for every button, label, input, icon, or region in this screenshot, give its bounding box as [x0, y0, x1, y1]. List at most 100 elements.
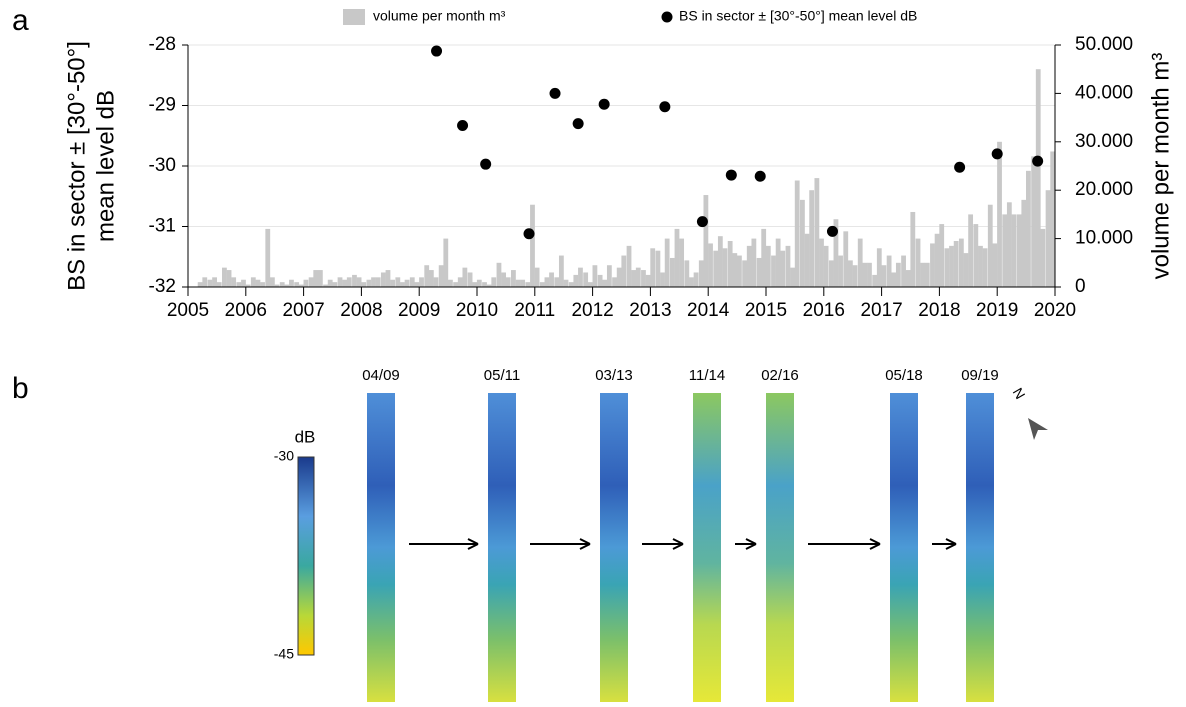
bar — [545, 277, 550, 287]
bar — [723, 248, 728, 287]
image-date: 04/09 — [362, 367, 400, 384]
bar — [1040, 229, 1045, 287]
bar — [593, 265, 598, 287]
bar — [612, 277, 617, 287]
bar — [992, 243, 997, 287]
bar — [222, 268, 227, 287]
y2-tick-label: 10.000 — [1075, 228, 1133, 249]
bar — [703, 195, 708, 287]
bar — [949, 246, 954, 287]
y-tick-label: -31 — [149, 216, 176, 237]
bar — [824, 246, 829, 287]
bar — [627, 246, 632, 287]
bar — [525, 282, 530, 287]
bar — [328, 280, 333, 287]
bar — [227, 270, 232, 287]
bar — [805, 234, 810, 287]
bar — [757, 258, 762, 287]
bar — [641, 270, 646, 287]
bar — [202, 277, 207, 287]
bar — [477, 280, 482, 287]
bar — [761, 229, 766, 287]
bar — [390, 280, 395, 287]
point — [550, 88, 561, 99]
bar — [1002, 214, 1007, 287]
bar — [790, 268, 795, 287]
y2-tick-label: 50.000 — [1075, 34, 1133, 55]
bar — [906, 270, 911, 287]
point — [599, 99, 610, 110]
bar — [347, 277, 352, 287]
bar — [602, 280, 607, 287]
x-tick-label: 2013 — [629, 300, 671, 321]
bar — [578, 268, 583, 287]
bar — [386, 270, 391, 287]
figure: a b -32-31-30-29-28010.00020.00030.00040… — [0, 0, 1186, 702]
y-axis-title: mean level dB — [92, 90, 119, 242]
bar — [848, 260, 853, 287]
point — [659, 101, 670, 112]
bar — [554, 277, 559, 287]
bar — [419, 277, 424, 287]
bar — [877, 248, 882, 287]
point — [1032, 156, 1043, 167]
bar — [819, 239, 824, 287]
bar — [270, 277, 275, 287]
legend-label: volume per month m³ — [373, 8, 506, 24]
bar — [318, 270, 323, 287]
y2-tick-label: 20.000 — [1075, 179, 1133, 200]
bar — [670, 258, 675, 287]
bar — [304, 280, 309, 287]
bar — [468, 272, 473, 287]
x-tick-label: 2008 — [340, 300, 382, 321]
bar — [367, 280, 372, 287]
point — [755, 171, 766, 182]
bar — [978, 246, 983, 287]
bar — [462, 268, 467, 287]
bar — [780, 251, 785, 287]
point — [524, 228, 535, 239]
y2-tick-label: 30.000 — [1075, 131, 1133, 152]
bar — [448, 280, 453, 287]
bar — [786, 246, 791, 287]
bar — [916, 239, 921, 287]
image-date: 11/14 — [689, 367, 725, 384]
bar — [983, 248, 988, 287]
bar — [520, 280, 525, 287]
bar — [371, 277, 376, 287]
image-date: 05/11 — [484, 367, 520, 384]
bar — [776, 239, 781, 287]
bar — [497, 263, 502, 287]
bar — [699, 260, 704, 287]
bar — [771, 256, 776, 287]
point — [992, 148, 1003, 159]
x-tick-label: 2011 — [514, 300, 555, 321]
bar — [260, 282, 265, 287]
bar — [256, 280, 261, 287]
bar — [294, 282, 299, 287]
bar — [829, 260, 834, 287]
x-tick-label: 2017 — [860, 300, 902, 321]
bar — [636, 268, 641, 287]
bar — [530, 205, 535, 287]
bar — [800, 200, 805, 287]
bar — [309, 277, 314, 287]
bar — [843, 231, 848, 287]
bar — [472, 282, 477, 287]
bar — [862, 263, 867, 287]
bar — [935, 234, 940, 287]
bar — [583, 272, 588, 287]
backscatter-image — [600, 393, 628, 702]
bar — [1021, 200, 1026, 287]
colorbar-label: -30 — [274, 448, 294, 464]
bar — [241, 280, 246, 287]
bar — [1036, 69, 1041, 287]
point — [573, 118, 584, 129]
bar — [920, 263, 925, 287]
chart: -32-31-30-29-28010.00020.00030.00040.000… — [63, 8, 1174, 321]
bar — [251, 277, 256, 287]
bar — [679, 239, 684, 287]
bar — [968, 214, 973, 287]
point — [431, 46, 442, 57]
bar — [809, 190, 814, 287]
